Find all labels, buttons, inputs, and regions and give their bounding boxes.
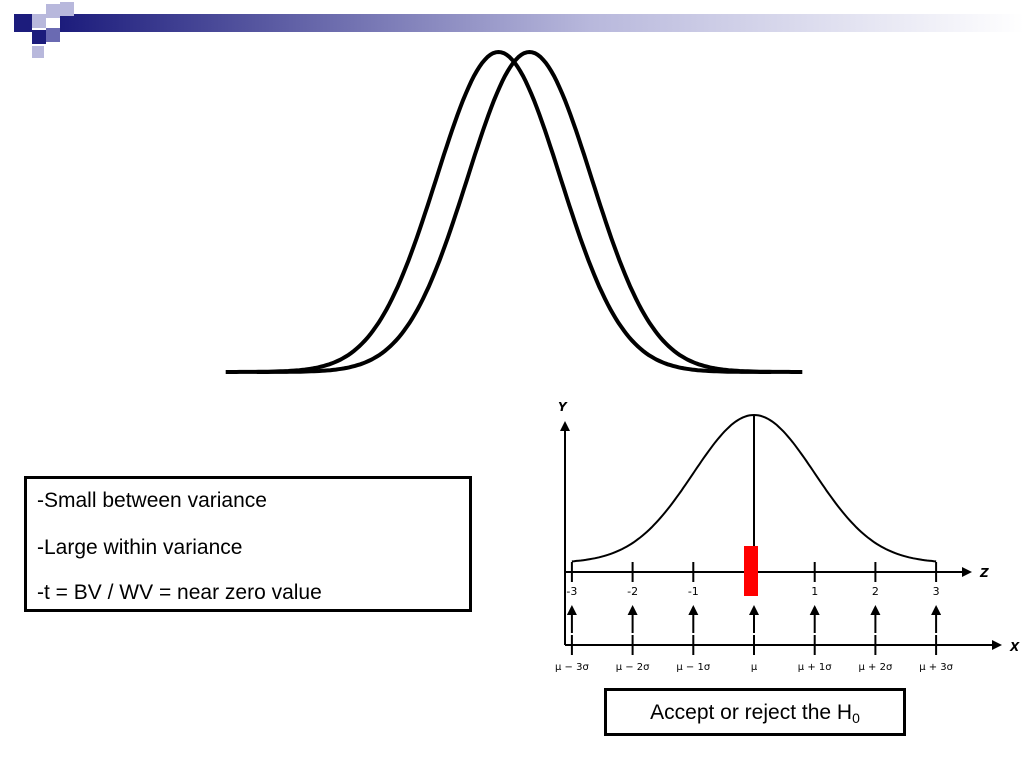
header-square-6 — [32, 46, 44, 58]
x-tick-label: μ − 1σ — [676, 662, 710, 673]
text-line-1: -Small between variance — [37, 489, 267, 512]
header-square-2 — [32, 14, 46, 28]
correspondence-arrows — [566, 605, 942, 633]
header-square-1 — [14, 14, 32, 32]
z-ticks: -3 -2 -1 1 2 3 — [566, 562, 940, 598]
variance-text-box: -Small between variance -Large within va… — [24, 476, 472, 612]
x-tick-label: μ − 2σ — [616, 662, 650, 673]
z-tick-label: -2 — [627, 585, 638, 598]
z-tick-label: -3 — [566, 585, 577, 598]
z-tick-label: 1 — [811, 585, 818, 598]
header-square-5 — [46, 28, 60, 42]
text-line-2: -Large within variance — [37, 536, 243, 559]
header-square-3 — [46, 4, 60, 18]
x-ticks: μ − 3σ μ − 2σ μ − 1σ μ μ + 1σ μ + 2σ μ + 3σ — [555, 635, 954, 673]
x-tick-label: μ + 3σ — [919, 662, 953, 673]
x-tick-label: μ + 1σ — [798, 662, 832, 673]
text-line-3: -t = BV / WV = near zero value — [37, 581, 322, 604]
normal-distribution-diagram: Y Z X -3 -2 -1 1 2 3 μ − 3σ μ − 2σ μ − 1σ μ μ + 1… — [555, 400, 1020, 673]
z-tick-label: 3 — [933, 585, 940, 598]
caption-subscript: 0 — [852, 710, 860, 726]
overlapping-curves — [225, 49, 803, 374]
x-tick-label: μ + 2σ — [858, 662, 892, 673]
x-tick-label: μ − 3σ — [555, 662, 589, 673]
header-square-4 — [32, 30, 46, 44]
mean-highlight-marker — [744, 546, 758, 596]
header-square-7 — [60, 2, 74, 16]
x-axis-label: X — [1009, 640, 1020, 654]
z-tick-label: 2 — [872, 585, 879, 598]
header-gradient-bar — [60, 14, 1024, 32]
distribution-curve-right — [256, 49, 803, 374]
z-tick-label: -1 — [688, 585, 699, 598]
y-axis-label: Y — [558, 400, 568, 414]
caption-box: Accept or reject the H0 — [604, 688, 906, 736]
distribution-curve-left — [225, 49, 772, 374]
z-axis-label: Z — [979, 566, 989, 580]
x-tick-label: μ — [751, 662, 758, 673]
caption-text: Accept or reject the H — [650, 701, 853, 724]
